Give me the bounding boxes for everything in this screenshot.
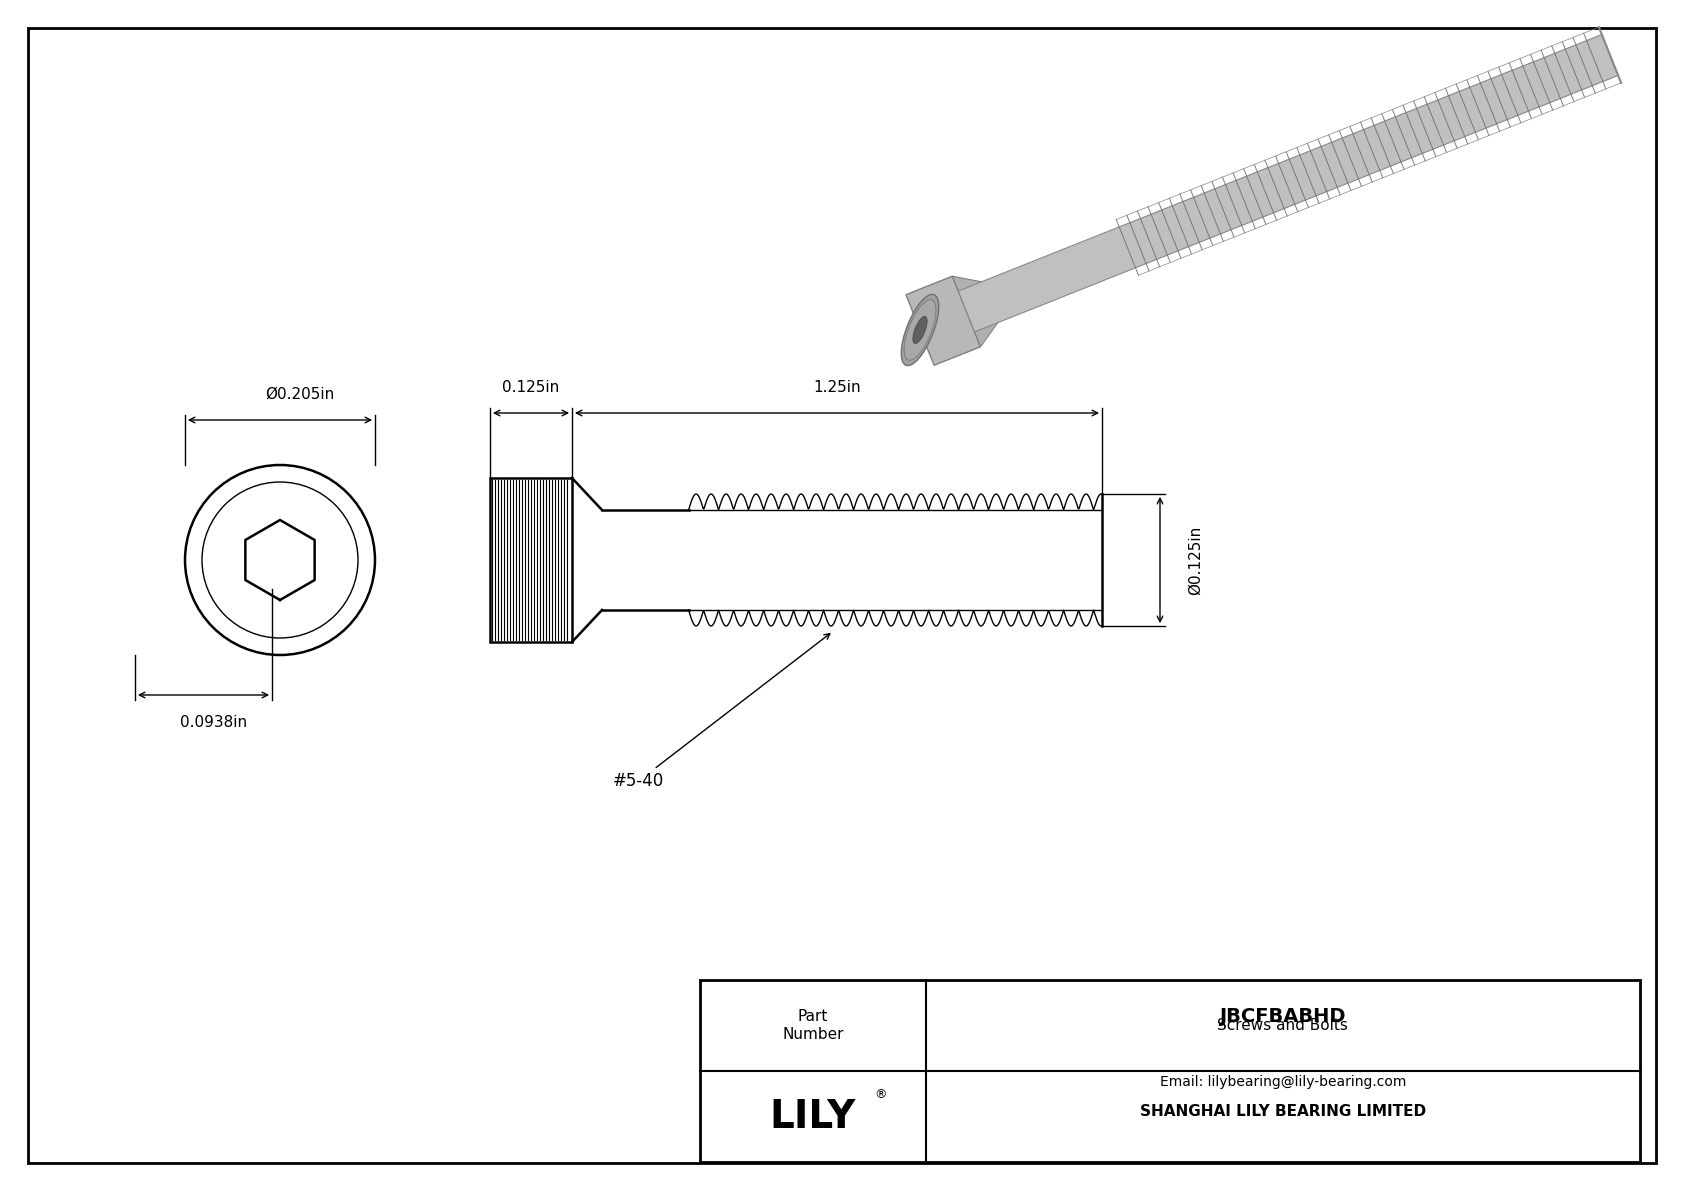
Text: Email: lilybearing@lily-bearing.com: Email: lilybearing@lily-bearing.com (1160, 1075, 1406, 1089)
Ellipse shape (901, 294, 938, 366)
Circle shape (185, 464, 376, 655)
Polygon shape (906, 276, 980, 366)
Text: Ø0.205in: Ø0.205in (266, 387, 335, 403)
Text: Part
Number: Part Number (781, 1009, 844, 1042)
Polygon shape (953, 276, 999, 347)
Text: 1.25in: 1.25in (813, 380, 861, 395)
Text: 0.125in: 0.125in (502, 380, 559, 395)
Text: Screws and Bolts: Screws and Bolts (1218, 1018, 1349, 1033)
Text: #5-40: #5-40 (613, 634, 830, 790)
Text: 0.0938in: 0.0938in (180, 715, 248, 730)
Ellipse shape (904, 300, 936, 361)
Ellipse shape (913, 317, 928, 343)
Text: Ø0.125in: Ø0.125in (1187, 525, 1202, 594)
Circle shape (202, 482, 359, 638)
Text: SHANGHAI LILY BEARING LIMITED: SHANGHAI LILY BEARING LIMITED (1140, 1104, 1426, 1118)
Bar (490, 478, 573, 642)
Text: ®: ® (874, 1089, 887, 1100)
Text: LILY: LILY (770, 1097, 855, 1135)
Text: JBCFBABHD: JBCFBABHD (1219, 1006, 1346, 1025)
Bar (701, 980, 1640, 1162)
Polygon shape (958, 35, 1618, 332)
